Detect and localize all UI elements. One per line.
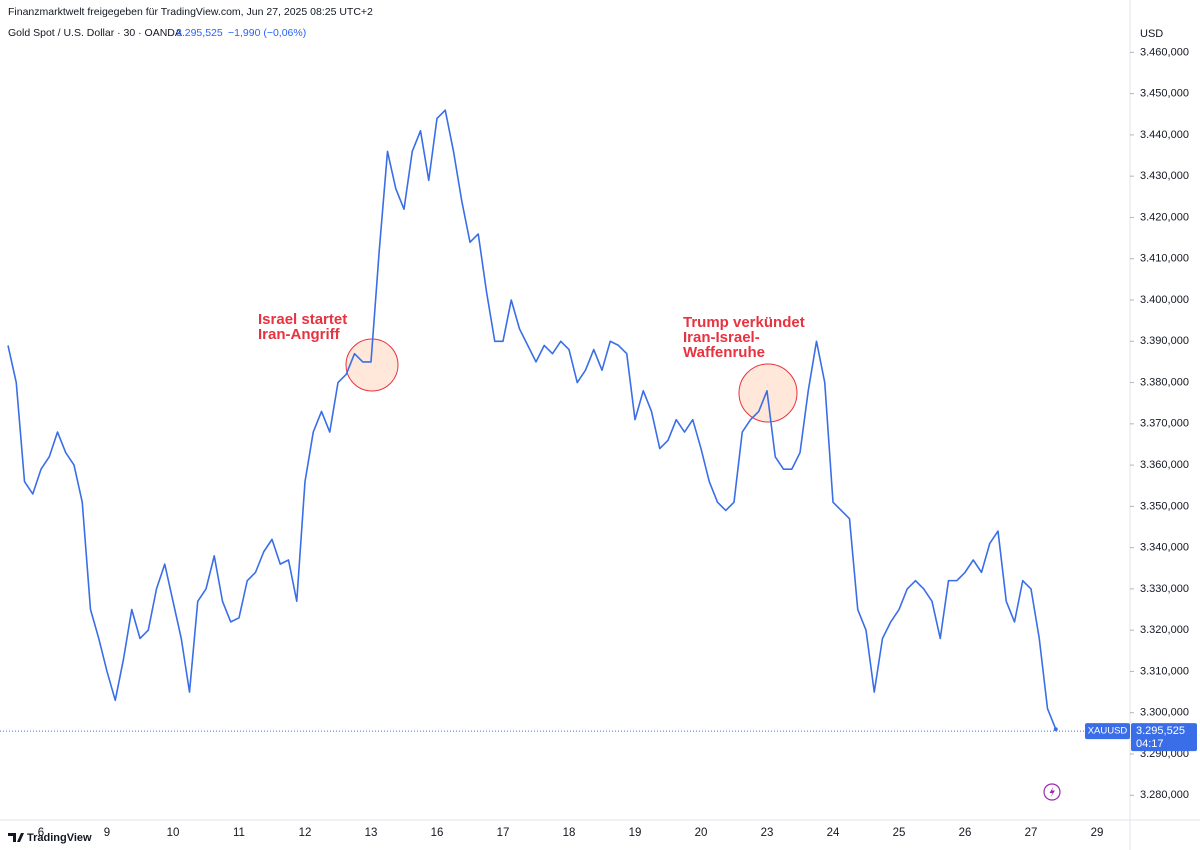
y-tick-label: 3.350,000 [1140, 500, 1189, 512]
y-tick-label: 3.420,000 [1140, 211, 1189, 223]
x-tick-label: 25 [893, 827, 906, 839]
price-line [7, 109, 1057, 730]
y-tick-label: 3.320,000 [1140, 624, 1189, 636]
y-tick-label: 3.400,000 [1140, 294, 1189, 306]
symbol-tag [1085, 723, 1130, 740]
y-tick-label: 3.340,000 [1140, 542, 1189, 554]
x-tick-label: 10 [167, 827, 180, 839]
x-tick-label: 23 [761, 827, 774, 839]
annotation-text: Iran-Israel- [683, 329, 760, 346]
x-tick-label: 29 [1091, 827, 1104, 839]
x-tick-label: 18 [563, 827, 576, 839]
y-tick-label: 3.280,000 [1140, 789, 1189, 801]
price-change: −1,990 (−0,06%) [228, 27, 306, 39]
symbol-line: Gold Spot / U.S. Dollar · 30 · OANDA [8, 27, 182, 39]
annotation-text: Trump verkündet [683, 314, 805, 331]
y-tick-label: 3.300,000 [1140, 707, 1189, 719]
last-price: 3.295,525 [176, 27, 223, 39]
x-tick-label: 12 [299, 827, 312, 839]
annotation-text: Iran-Angriff [258, 326, 341, 343]
annotation-text: Waffenruhe [683, 344, 765, 361]
annotation-text: Israel startet [258, 311, 347, 328]
x-tick-label: 24 [827, 827, 840, 839]
x-tick-label: 26 [959, 827, 972, 839]
x-tick-label: 20 [695, 827, 708, 839]
countdown-label: 04:17 [1136, 738, 1164, 750]
y-tick-label: 3.430,000 [1140, 170, 1189, 182]
x-tick-label: 11 [233, 827, 245, 839]
logo-mark [8, 833, 24, 842]
y-tick-label: 3.390,000 [1140, 335, 1189, 347]
x-tick-label: 19 [629, 827, 642, 839]
axis-unit: USD [1140, 28, 1163, 40]
y-tick-label: 3.450,000 [1140, 88, 1189, 100]
x-tick-label: 17 [497, 827, 510, 839]
y-tick-label: 3.380,000 [1140, 376, 1189, 388]
alert-icon-bolt [1049, 786, 1055, 798]
x-tick-label: 9 [104, 827, 110, 839]
y-tick-label: 3.460,000 [1140, 46, 1189, 58]
source-line: Finanzmarktwelt freigegeben für TradingV… [8, 6, 373, 18]
x-tick-label: 13 [365, 827, 378, 839]
y-tick-label: 3.310,000 [1140, 665, 1189, 677]
y-tick-label: 3.370,000 [1140, 418, 1189, 430]
price-tag-label: 3.295,525 [1136, 725, 1185, 737]
last-point [1053, 727, 1058, 732]
y-tick-label: 3.360,000 [1140, 459, 1189, 471]
x-tick-label: 16 [431, 827, 444, 839]
x-tick-label: 27 [1025, 827, 1038, 839]
symbol-tag-label: XAUUSD [1088, 726, 1128, 737]
y-tick-label: 3.410,000 [1140, 253, 1189, 265]
x-tick-label: 6 [38, 827, 44, 839]
y-tick-label: 3.440,000 [1140, 129, 1189, 141]
price-tag [1131, 723, 1197, 752]
y-tick-label: 3.330,000 [1140, 583, 1189, 595]
brand: TradingView [27, 832, 92, 844]
